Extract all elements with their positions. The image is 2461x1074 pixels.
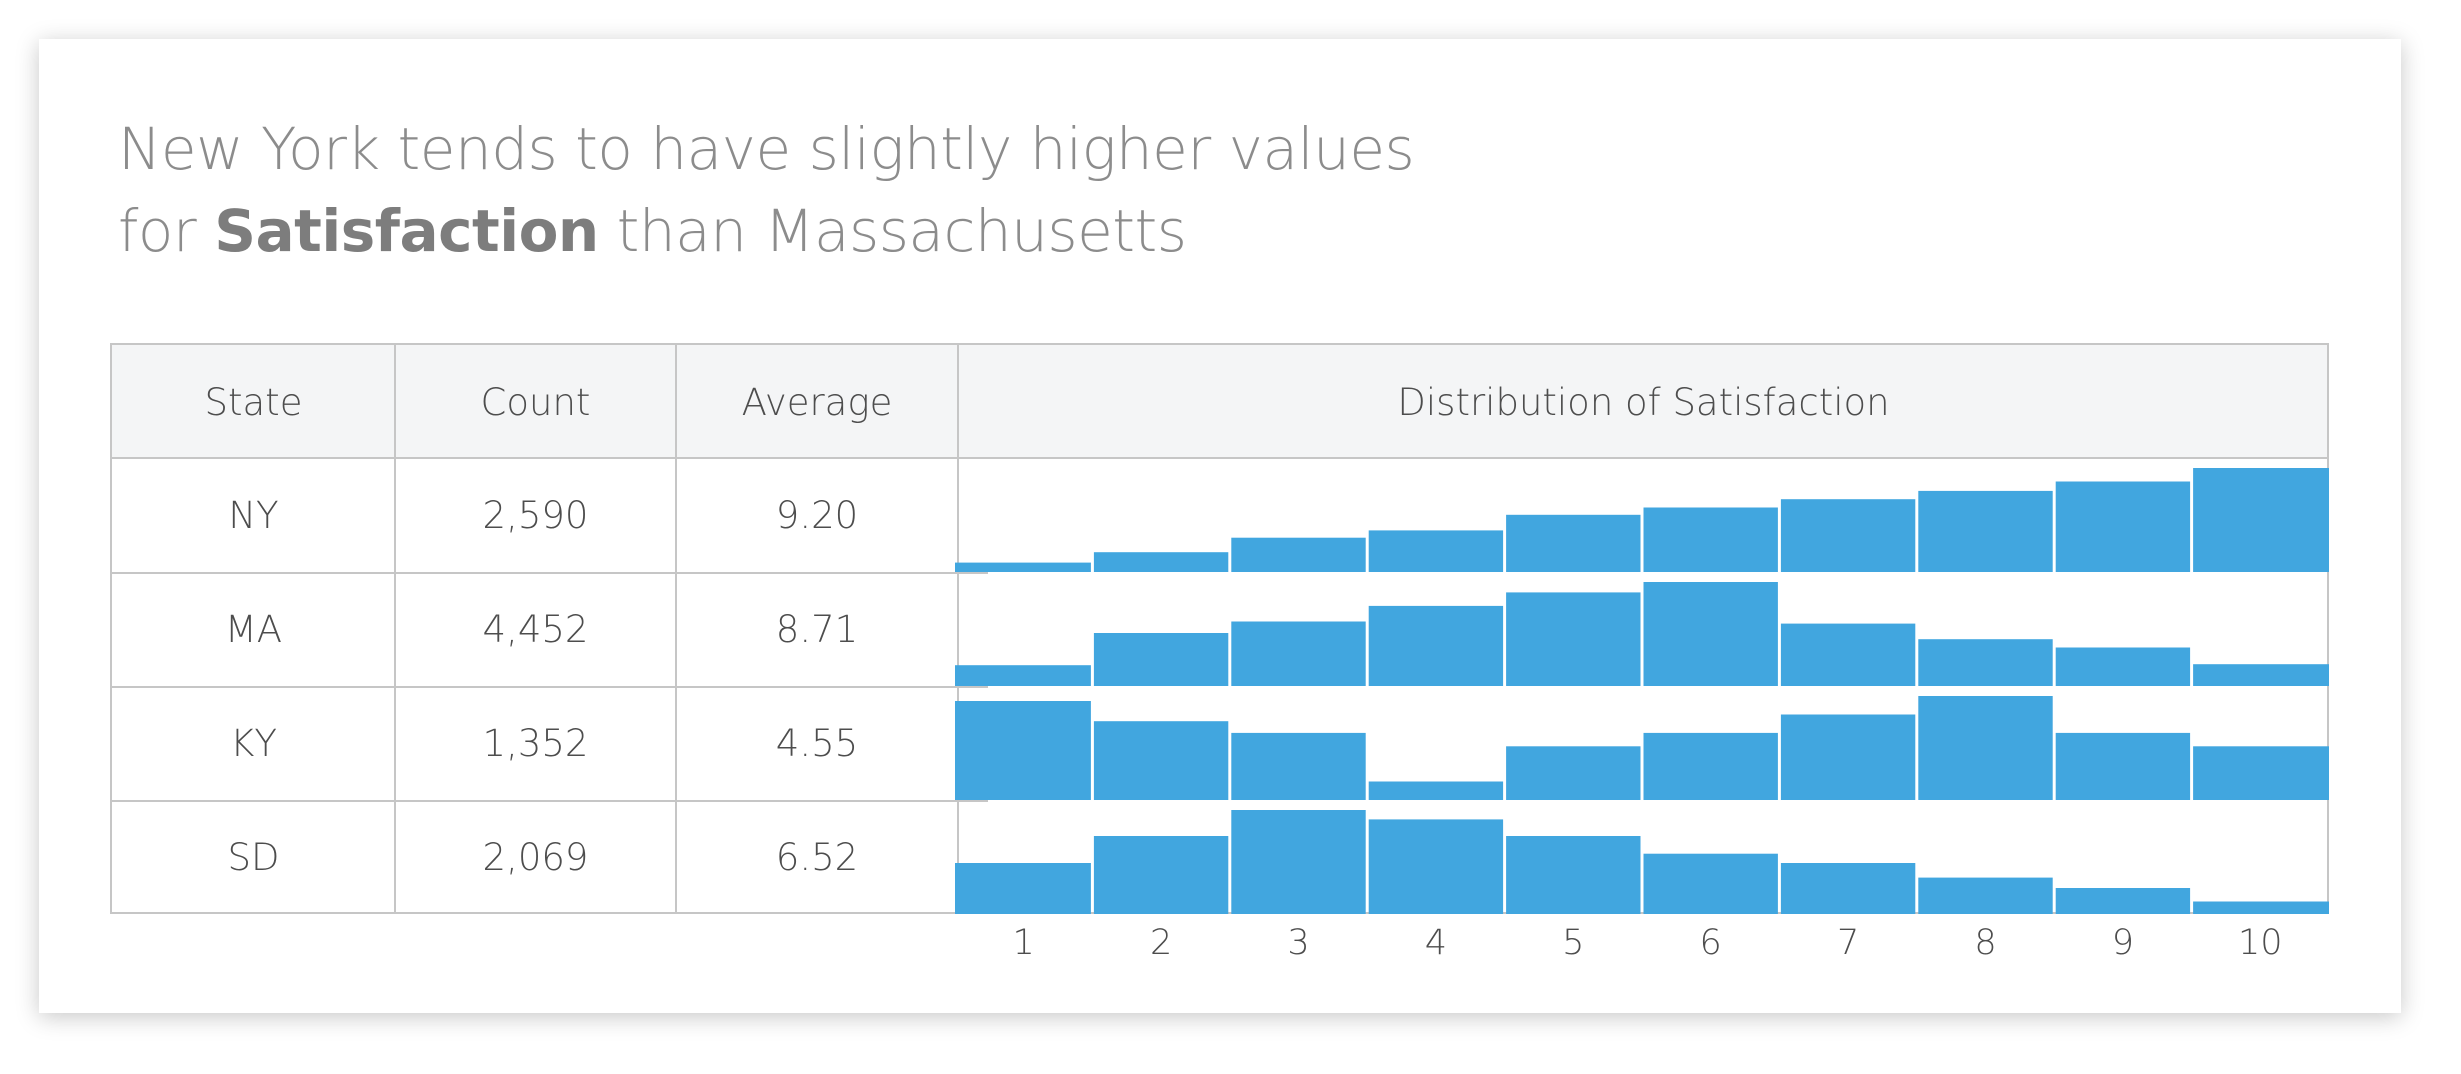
column-divider: [675, 345, 677, 912]
bar-ny-1: [955, 562, 1091, 572]
bar-sd-8: [1918, 877, 2053, 914]
bar-ma-6: [1643, 582, 1778, 686]
bar-ky-2: [1093, 721, 1229, 800]
x-tick-label: 2: [1149, 923, 1173, 963]
bar-ny-10: [2193, 468, 2329, 572]
cell-state: MA: [224, 607, 283, 651]
bar-ny-7: [1780, 499, 1916, 572]
cell-state: SD: [227, 835, 280, 879]
bar-sd-1: [955, 863, 1091, 914]
bar-ky-7: [1780, 714, 1916, 800]
bar-ky-1: [955, 701, 1091, 800]
bar-ky-5: [1506, 746, 1641, 800]
bar-ny-6: [1643, 507, 1778, 572]
summary-table: State Count Average Distribution of Sati…: [110, 343, 2329, 914]
title-suffix: than Massachusetts: [598, 197, 1187, 265]
header-average: Average: [741, 380, 893, 424]
cell-state: KY: [230, 721, 277, 765]
title-prefix: for: [118, 197, 215, 265]
row-divider: [112, 572, 988, 574]
x-tick-label: 6: [1699, 923, 1722, 963]
bar-ma-9: [2055, 647, 2191, 686]
bar-ma-7: [1780, 623, 1916, 686]
chart-title: New York tends to have slightly higher v…: [118, 108, 1718, 272]
bar-ma-5: [1506, 592, 1641, 686]
bar-sd-7: [1780, 863, 1916, 914]
row-divider: [112, 686, 988, 688]
bar-ky-6: [1643, 732, 1778, 800]
bar-sd-10: [2193, 901, 2329, 914]
cell-average: 8.71: [775, 607, 859, 651]
bar-ny-3: [1231, 537, 1366, 572]
header-distribution: Distribution of Satisfaction: [1397, 380, 1890, 424]
x-tick-label: 5: [1562, 923, 1585, 963]
bar-ma-3: [1231, 621, 1366, 686]
table-header: [112, 345, 2327, 459]
bar-ky-8: [1918, 696, 2053, 800]
bar-ky-4: [1368, 781, 1504, 800]
cell-average: 4.55: [775, 721, 859, 765]
cell-count: 4,452: [482, 607, 589, 651]
cell-average: 9.20: [775, 493, 859, 537]
bar-sd-6: [1643, 853, 1778, 914]
column-divider: [394, 345, 396, 912]
distribution-chart: [955, 468, 2329, 914]
bar-ny-5: [1506, 514, 1641, 572]
column-divider: [957, 345, 959, 912]
bar-sd-2: [1093, 836, 1229, 914]
x-tick-label: 7: [1836, 923, 1860, 963]
bar-ma-4: [1368, 605, 1504, 686]
bar-sd-5: [1506, 836, 1641, 914]
bar-sd-4: [1368, 819, 1504, 914]
title-metric: Satisfaction: [214, 197, 599, 265]
cell-average: 6.52: [775, 835, 859, 879]
bar-ma-2: [1093, 633, 1229, 686]
header-state: State: [204, 380, 303, 424]
header-count: Count: [480, 380, 591, 424]
bar-ky-3: [1231, 732, 1366, 800]
bar-sd-9: [2055, 888, 2191, 914]
bar-ny-8: [1918, 490, 2053, 572]
bar-ma-8: [1918, 639, 2053, 686]
bar-ny-4: [1368, 530, 1504, 572]
bar-ma-10: [2193, 664, 2329, 686]
x-tick-label: 8: [1974, 923, 1997, 963]
x-tick-label: 9: [2111, 923, 2135, 963]
bar-sd-3: [1231, 810, 1366, 914]
cell-count: 2,590: [482, 493, 589, 537]
row-divider: [112, 800, 988, 802]
cell-count: 2,069: [482, 835, 589, 879]
bar-ny-9: [2055, 481, 2191, 572]
bar-ma-1: [955, 665, 1091, 686]
x-tick-label: 1: [1012, 923, 1035, 963]
x-tick-label: 4: [1424, 923, 1448, 963]
bar-ny-2: [1093, 552, 1229, 572]
title-line-1: New York tends to have slightly higher v…: [118, 115, 1415, 183]
bar-ky-10: [2193, 746, 2329, 800]
bar-ky-9: [2055, 732, 2191, 800]
x-tick-label: 3: [1287, 923, 1310, 963]
cell-count: 1,352: [482, 721, 589, 765]
title-line-2: for Satisfaction than Massachusetts: [118, 190, 1718, 272]
x-tick-label: 10: [2238, 923, 2283, 963]
cell-state: NY: [228, 493, 279, 537]
